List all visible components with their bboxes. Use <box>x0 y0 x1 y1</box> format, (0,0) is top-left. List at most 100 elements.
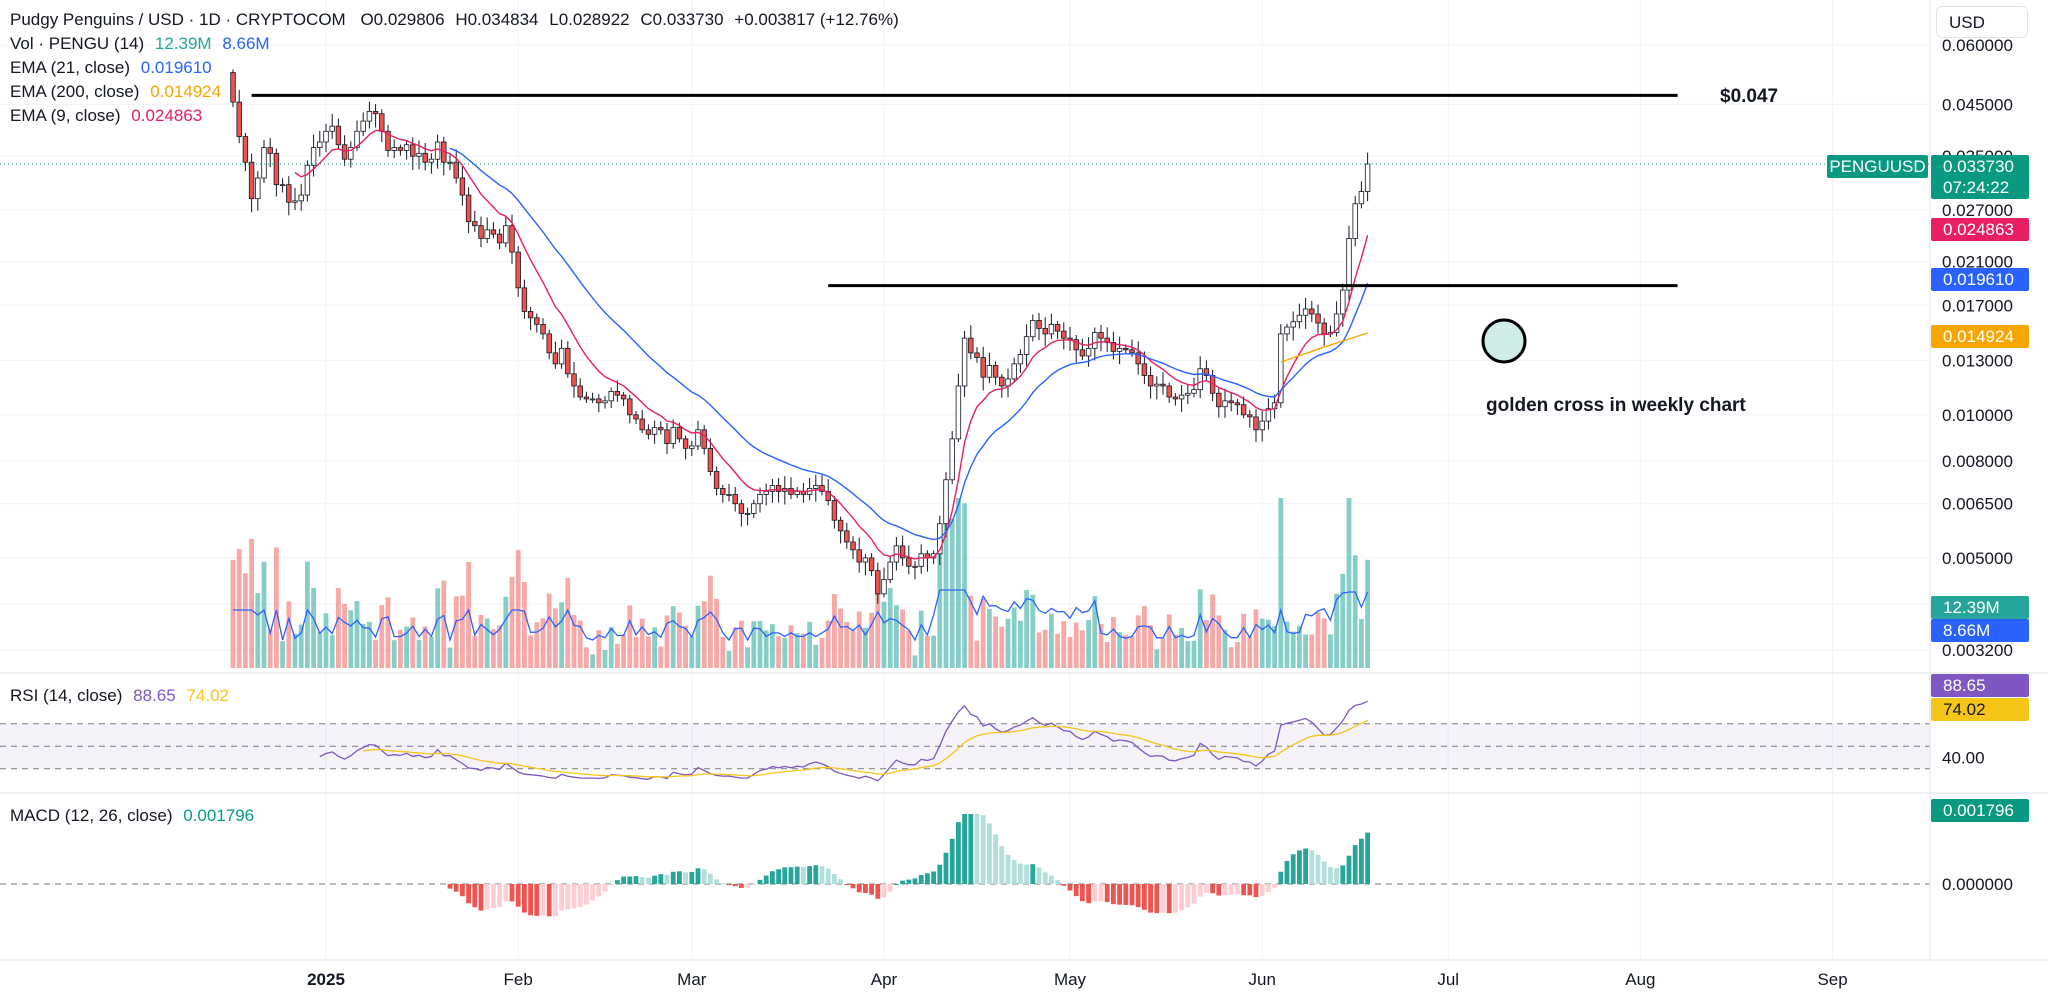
volume-bar <box>844 622 850 668</box>
candle-body <box>255 177 261 200</box>
legend-volume[interactable]: Vol · PENGU (14) 12.39M 8.66M <box>10 32 270 56</box>
candle-body <box>1178 394 1185 400</box>
volume-bar <box>540 618 546 668</box>
candle-body <box>682 438 689 449</box>
candle-body <box>1023 336 1030 355</box>
volume-bar <box>1235 642 1240 668</box>
macd-hist-bar <box>1111 884 1116 905</box>
macd-hist-bar <box>1185 884 1191 908</box>
ohlc-close: C0.033730 <box>640 10 724 29</box>
candle-body <box>1302 308 1309 316</box>
volume-bar <box>1290 631 1296 668</box>
volume-bar <box>546 593 552 668</box>
macd-hist-bar <box>968 814 974 884</box>
macd-hist-bar <box>528 884 533 916</box>
volume-bar <box>379 605 385 668</box>
legend-ema9[interactable]: EMA (9, close) 0.024863 <box>10 104 202 128</box>
macd-hist-bar <box>1235 884 1240 895</box>
ohlc-high: H0.034834 <box>455 10 539 29</box>
volume-bar <box>348 610 354 668</box>
volume-bar <box>633 636 639 668</box>
time-tick-label: Apr <box>871 970 898 989</box>
volume-bar <box>1346 498 1352 668</box>
macd-hist-bar <box>559 884 564 911</box>
volume-bar <box>770 624 775 668</box>
volume-ma-path <box>233 589 1369 643</box>
candle-body <box>354 130 360 148</box>
volume-bar <box>509 576 515 668</box>
macd-hist-bar <box>584 884 589 905</box>
annotations <box>0 93 1930 364</box>
macd-hist-bar <box>1290 854 1296 884</box>
symbol-title[interactable]: Pudgy Penguins / USD · 1D · CRYPTOCOM <box>10 10 346 29</box>
currency-button[interactable]: USD <box>1936 6 2028 38</box>
volume-bar <box>1123 634 1129 668</box>
macd-hist-bar <box>974 814 980 884</box>
golden-cross-marker <box>1481 318 1527 364</box>
macd-hist-bar <box>943 852 949 884</box>
macd-hist-bar <box>894 883 899 885</box>
macd-hist-bar <box>683 872 688 884</box>
macd-hist-bar <box>503 884 509 902</box>
price-tick-label: 0.021000 <box>1942 253 2013 272</box>
macd-hist-bar <box>478 884 484 911</box>
volume-bar <box>230 560 236 668</box>
candle-body <box>1340 289 1346 315</box>
macd-hist-bar <box>850 884 856 889</box>
candle-body <box>713 471 720 489</box>
volume-bar <box>274 547 279 668</box>
volume-bar <box>367 621 372 668</box>
legend-ema21[interactable]: EMA (21, close) 0.019610 <box>10 56 212 80</box>
candle-body <box>372 110 379 115</box>
macd-hist-bar <box>621 876 626 884</box>
price-tick-label: 0.017000 <box>1942 296 2013 315</box>
macd-hist-bar <box>918 874 924 884</box>
volume-bar <box>714 598 719 668</box>
macd-hist-bar <box>553 884 558 917</box>
legend-rsi[interactable]: RSI (14, close) 88.65 74.02 <box>10 686 229 706</box>
macd-hist-bar <box>925 873 930 884</box>
candle-body <box>1216 392 1222 408</box>
volume-bar <box>1142 605 1147 668</box>
volume-bar <box>974 640 980 668</box>
volume-bar <box>1011 607 1017 668</box>
candle-body <box>1005 378 1011 387</box>
candle-body <box>856 549 862 563</box>
macd-hist-bar <box>1055 880 1060 884</box>
candle-body <box>763 491 769 495</box>
volume-bar <box>615 643 620 668</box>
candle-body <box>1315 313 1321 324</box>
volume-bar <box>441 580 447 668</box>
countdown-badge: 07:24:22 <box>1931 176 2029 199</box>
macd-hist-bar <box>1049 875 1054 884</box>
volume-bar <box>596 630 602 668</box>
rsi-ma-line <box>363 719 1368 778</box>
candle-body <box>577 385 583 398</box>
volume-bar <box>757 620 763 668</box>
volume-bar <box>621 634 626 668</box>
macd-hist-bar <box>1179 884 1184 911</box>
legend-macd[interactable]: MACD (12, 26, close) 0.001796 <box>10 806 254 826</box>
macd-hist-bar <box>1216 884 1222 896</box>
macd-hist-bar <box>1365 832 1370 884</box>
candle-body <box>1358 191 1365 205</box>
candle-body <box>844 530 850 543</box>
volume-bar <box>838 608 843 668</box>
candle-body <box>236 101 242 137</box>
candle-body <box>608 391 614 402</box>
volume-bar <box>1104 641 1110 668</box>
candle-body <box>658 427 664 431</box>
volume-bar <box>782 637 788 668</box>
macd-hist-bar <box>509 884 515 902</box>
volume-bar <box>360 623 366 668</box>
candle-body <box>286 184 292 203</box>
candle-body <box>788 488 794 495</box>
volume-bar <box>1222 629 1228 668</box>
time-tick-label: Sep <box>1817 970 1847 989</box>
ema9-label: EMA (9, close) <box>10 106 121 125</box>
legend-ema200[interactable]: EMA (200, close) 0.014924 <box>10 80 221 104</box>
candle-body <box>695 429 701 447</box>
volume-bar <box>1266 619 1271 668</box>
volume-bar <box>832 594 837 668</box>
